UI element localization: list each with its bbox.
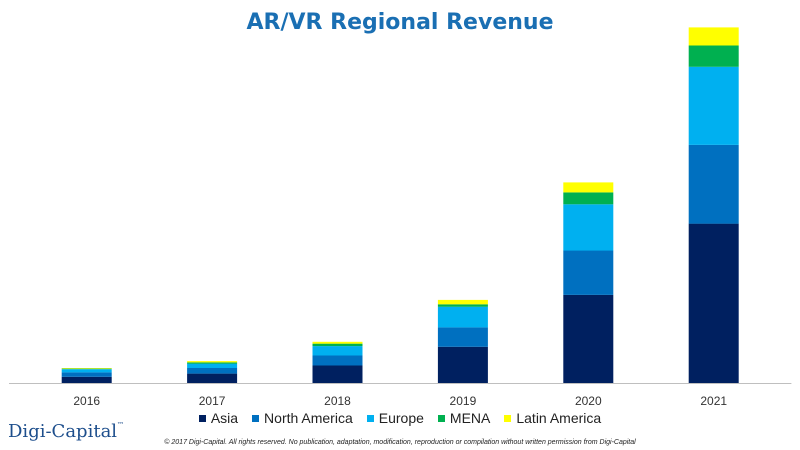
bar-2021-latin-america [688,27,739,46]
bar-2018-mena [312,343,363,347]
bar-2020-latin-america [563,182,614,193]
bar-2016-mena [61,368,112,370]
legend-label-asia: Asia [210,410,239,426]
bar-2019-europe [437,306,488,328]
trademark-mark: ™ [117,421,125,429]
bar-2019-mena [437,304,488,307]
bar-2020-asia [563,294,614,383]
bar-2021-mena [688,45,739,67]
logo-text: Digi-Capital [8,421,118,442]
x-tick-label-2017: 2017 [199,394,226,408]
bar-2018-asia [312,365,363,383]
bar-2019-asia [437,346,488,384]
bar-2016-asia [61,376,112,384]
bar-2021-north-america [688,144,739,224]
bar-2017-asia [187,373,238,383]
digi-capital-logo: Digi-Capital™ [8,421,124,442]
bar-2018-europe [312,346,363,356]
legend-item-latin-america: Latin America [504,410,601,426]
x-tick-labels: 2016 2017 2018 2019 2020 2021 [73,394,727,408]
bar-2017-north-america [187,368,238,374]
x-tick-label-2019: 2019 [450,394,477,408]
bar-2017-latin-america [187,361,238,363]
bar-2021-europe [688,66,739,145]
x-tick-label-2020: 2020 [575,394,602,408]
legend-item-europe: Europe [366,410,424,426]
legend-swatch-latin-america [504,414,512,422]
bar-2018-latin-america [312,341,363,344]
chart-title: AR/VR Regional Revenue [246,10,554,35]
bar-2016-north-america [61,372,112,377]
bar-2017-europe [187,363,238,368]
bar-2019-north-america [437,327,488,347]
x-tick-label-2016: 2016 [73,394,100,408]
legend-label-latin-america: Latin America [516,410,602,426]
x-tick-label-2018: 2018 [324,394,351,408]
legend-item-asia: Asia [198,410,239,426]
bar-2016-latin-america [61,368,112,369]
legend-label-north-america: North America [264,410,353,426]
legend-label-europe: Europe [378,410,424,426]
bar-2020-mena [563,192,614,205]
legend-swatch-europe [366,414,374,422]
bar-2020-north-america [563,250,614,295]
legend-item-mena: MENA [437,410,491,426]
legend-swatch-mena [437,414,445,422]
bar-2017-mena [187,362,238,364]
bar-2016-europe [61,369,112,373]
bar-2020-europe [563,204,614,251]
bar-2019-latin-america [437,299,488,305]
copyright-notice: © 2017 Digi-Capital. All rights reserved… [164,439,636,446]
legend-swatch-asia [198,414,206,422]
legend: Asia North America Europe MENA Latin Ame… [0,410,800,426]
bar-2021-asia [688,223,739,383]
legend-swatch-north-america [252,414,260,422]
bar-chart: 2016 2017 2018 2019 2020 2021 [9,27,792,408]
legend-item-north-america: North America [252,410,353,426]
bar-2018-north-america [312,355,363,366]
legend-label-mena: MENA [449,410,491,426]
x-tick-label-2021: 2021 [700,394,727,408]
bars-group [61,27,739,384]
